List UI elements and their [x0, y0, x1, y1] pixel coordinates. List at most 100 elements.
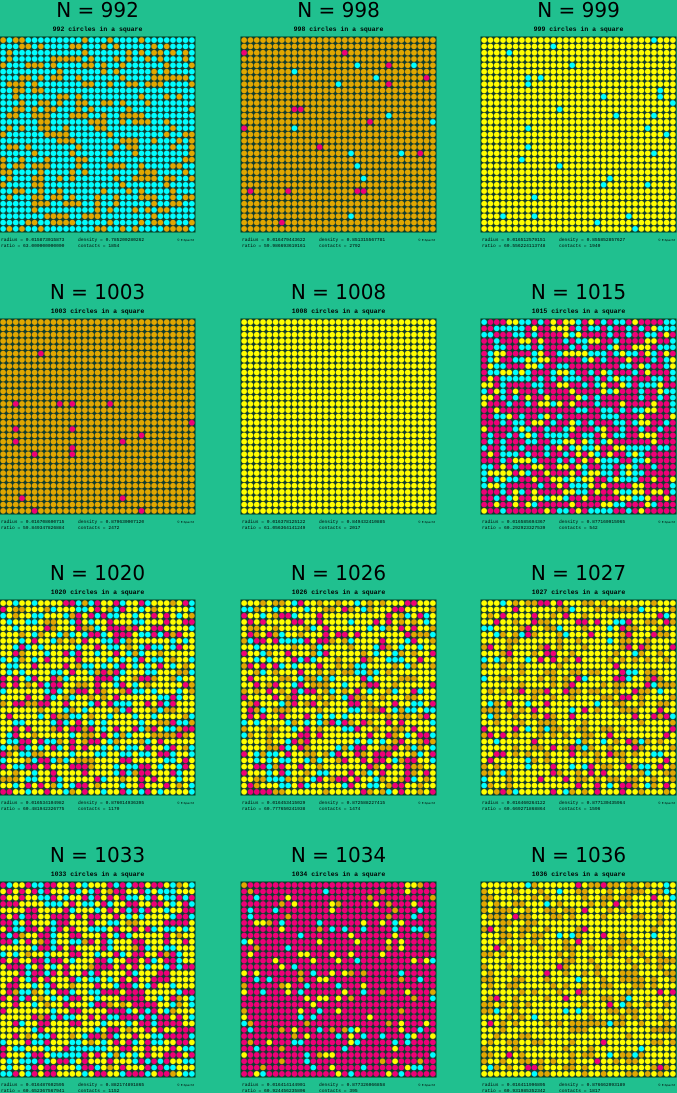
circle — [404, 131, 411, 138]
circle — [150, 375, 158, 382]
circle — [303, 413, 311, 420]
circle — [56, 81, 63, 88]
circle — [322, 43, 330, 50]
circle — [176, 432, 183, 439]
circle — [138, 93, 145, 100]
circle — [241, 194, 248, 201]
circle — [241, 125, 248, 132]
circle — [587, 187, 595, 195]
circle — [423, 225, 430, 232]
circle — [106, 319, 114, 326]
circle — [113, 112, 120, 119]
circle — [575, 331, 582, 338]
circle — [253, 407, 260, 414]
circle — [69, 162, 76, 170]
circle — [253, 99, 260, 107]
circle — [360, 488, 367, 496]
circle — [81, 118, 89, 126]
circle — [385, 181, 392, 188]
circle — [278, 187, 286, 195]
circle — [297, 137, 304, 144]
circle — [366, 331, 374, 338]
circle — [417, 213, 424, 220]
circle — [404, 400, 411, 408]
circle — [278, 501, 286, 508]
circle — [157, 143, 164, 151]
circle — [410, 175, 418, 182]
circle — [303, 137, 311, 144]
circle — [669, 43, 676, 50]
circle — [247, 495, 254, 502]
circle — [429, 156, 436, 163]
circle — [56, 125, 63, 132]
circle — [525, 87, 532, 94]
circle — [354, 457, 361, 464]
circle — [157, 369, 164, 376]
circle — [329, 325, 336, 332]
circle — [169, 206, 177, 214]
circle — [341, 225, 348, 232]
circle — [360, 400, 367, 408]
circle — [150, 37, 158, 44]
circle — [150, 482, 158, 489]
circle — [600, 337, 607, 345]
circle — [241, 99, 248, 107]
circle — [347, 419, 355, 426]
circle — [569, 206, 576, 214]
circle — [423, 125, 430, 132]
circle — [575, 125, 582, 132]
circle — [0, 381, 7, 389]
circle — [347, 369, 355, 376]
circle — [354, 419, 361, 426]
circle — [100, 93, 107, 100]
circle — [188, 369, 195, 376]
circle — [575, 93, 582, 100]
circle — [176, 369, 183, 376]
circle — [543, 175, 551, 182]
circle — [619, 181, 626, 188]
circle — [278, 213, 286, 220]
circle — [354, 43, 361, 50]
circle — [138, 369, 145, 376]
circle — [69, 74, 76, 82]
circle — [310, 337, 317, 345]
circle — [581, 37, 588, 44]
circle — [385, 325, 392, 332]
circle — [119, 363, 126, 370]
circle — [512, 319, 519, 326]
circle — [169, 150, 177, 157]
circle — [12, 81, 19, 88]
circle — [138, 62, 145, 69]
circle — [354, 137, 361, 144]
circle — [373, 501, 380, 508]
circle — [373, 62, 380, 69]
circle — [644, 331, 651, 338]
circle — [81, 388, 89, 395]
circle — [119, 501, 126, 508]
circle — [0, 331, 7, 338]
circle — [75, 175, 82, 182]
circle — [247, 488, 254, 496]
circle — [157, 187, 164, 195]
circle — [385, 219, 392, 226]
circle — [625, 225, 632, 232]
circle — [94, 150, 101, 157]
circle — [6, 62, 13, 69]
circle — [335, 400, 342, 408]
circle — [310, 68, 317, 75]
circle — [429, 444, 436, 452]
circle — [322, 375, 330, 382]
circle — [373, 400, 380, 408]
circle — [94, 344, 101, 351]
circle — [423, 213, 430, 220]
circle — [37, 143, 45, 151]
circle — [56, 99, 63, 107]
circle — [81, 112, 89, 119]
circle — [56, 106, 63, 113]
circle — [94, 438, 101, 445]
circle — [663, 337, 670, 345]
circle — [169, 156, 177, 163]
circle — [347, 106, 355, 113]
circle — [188, 68, 195, 75]
circle — [410, 388, 418, 395]
